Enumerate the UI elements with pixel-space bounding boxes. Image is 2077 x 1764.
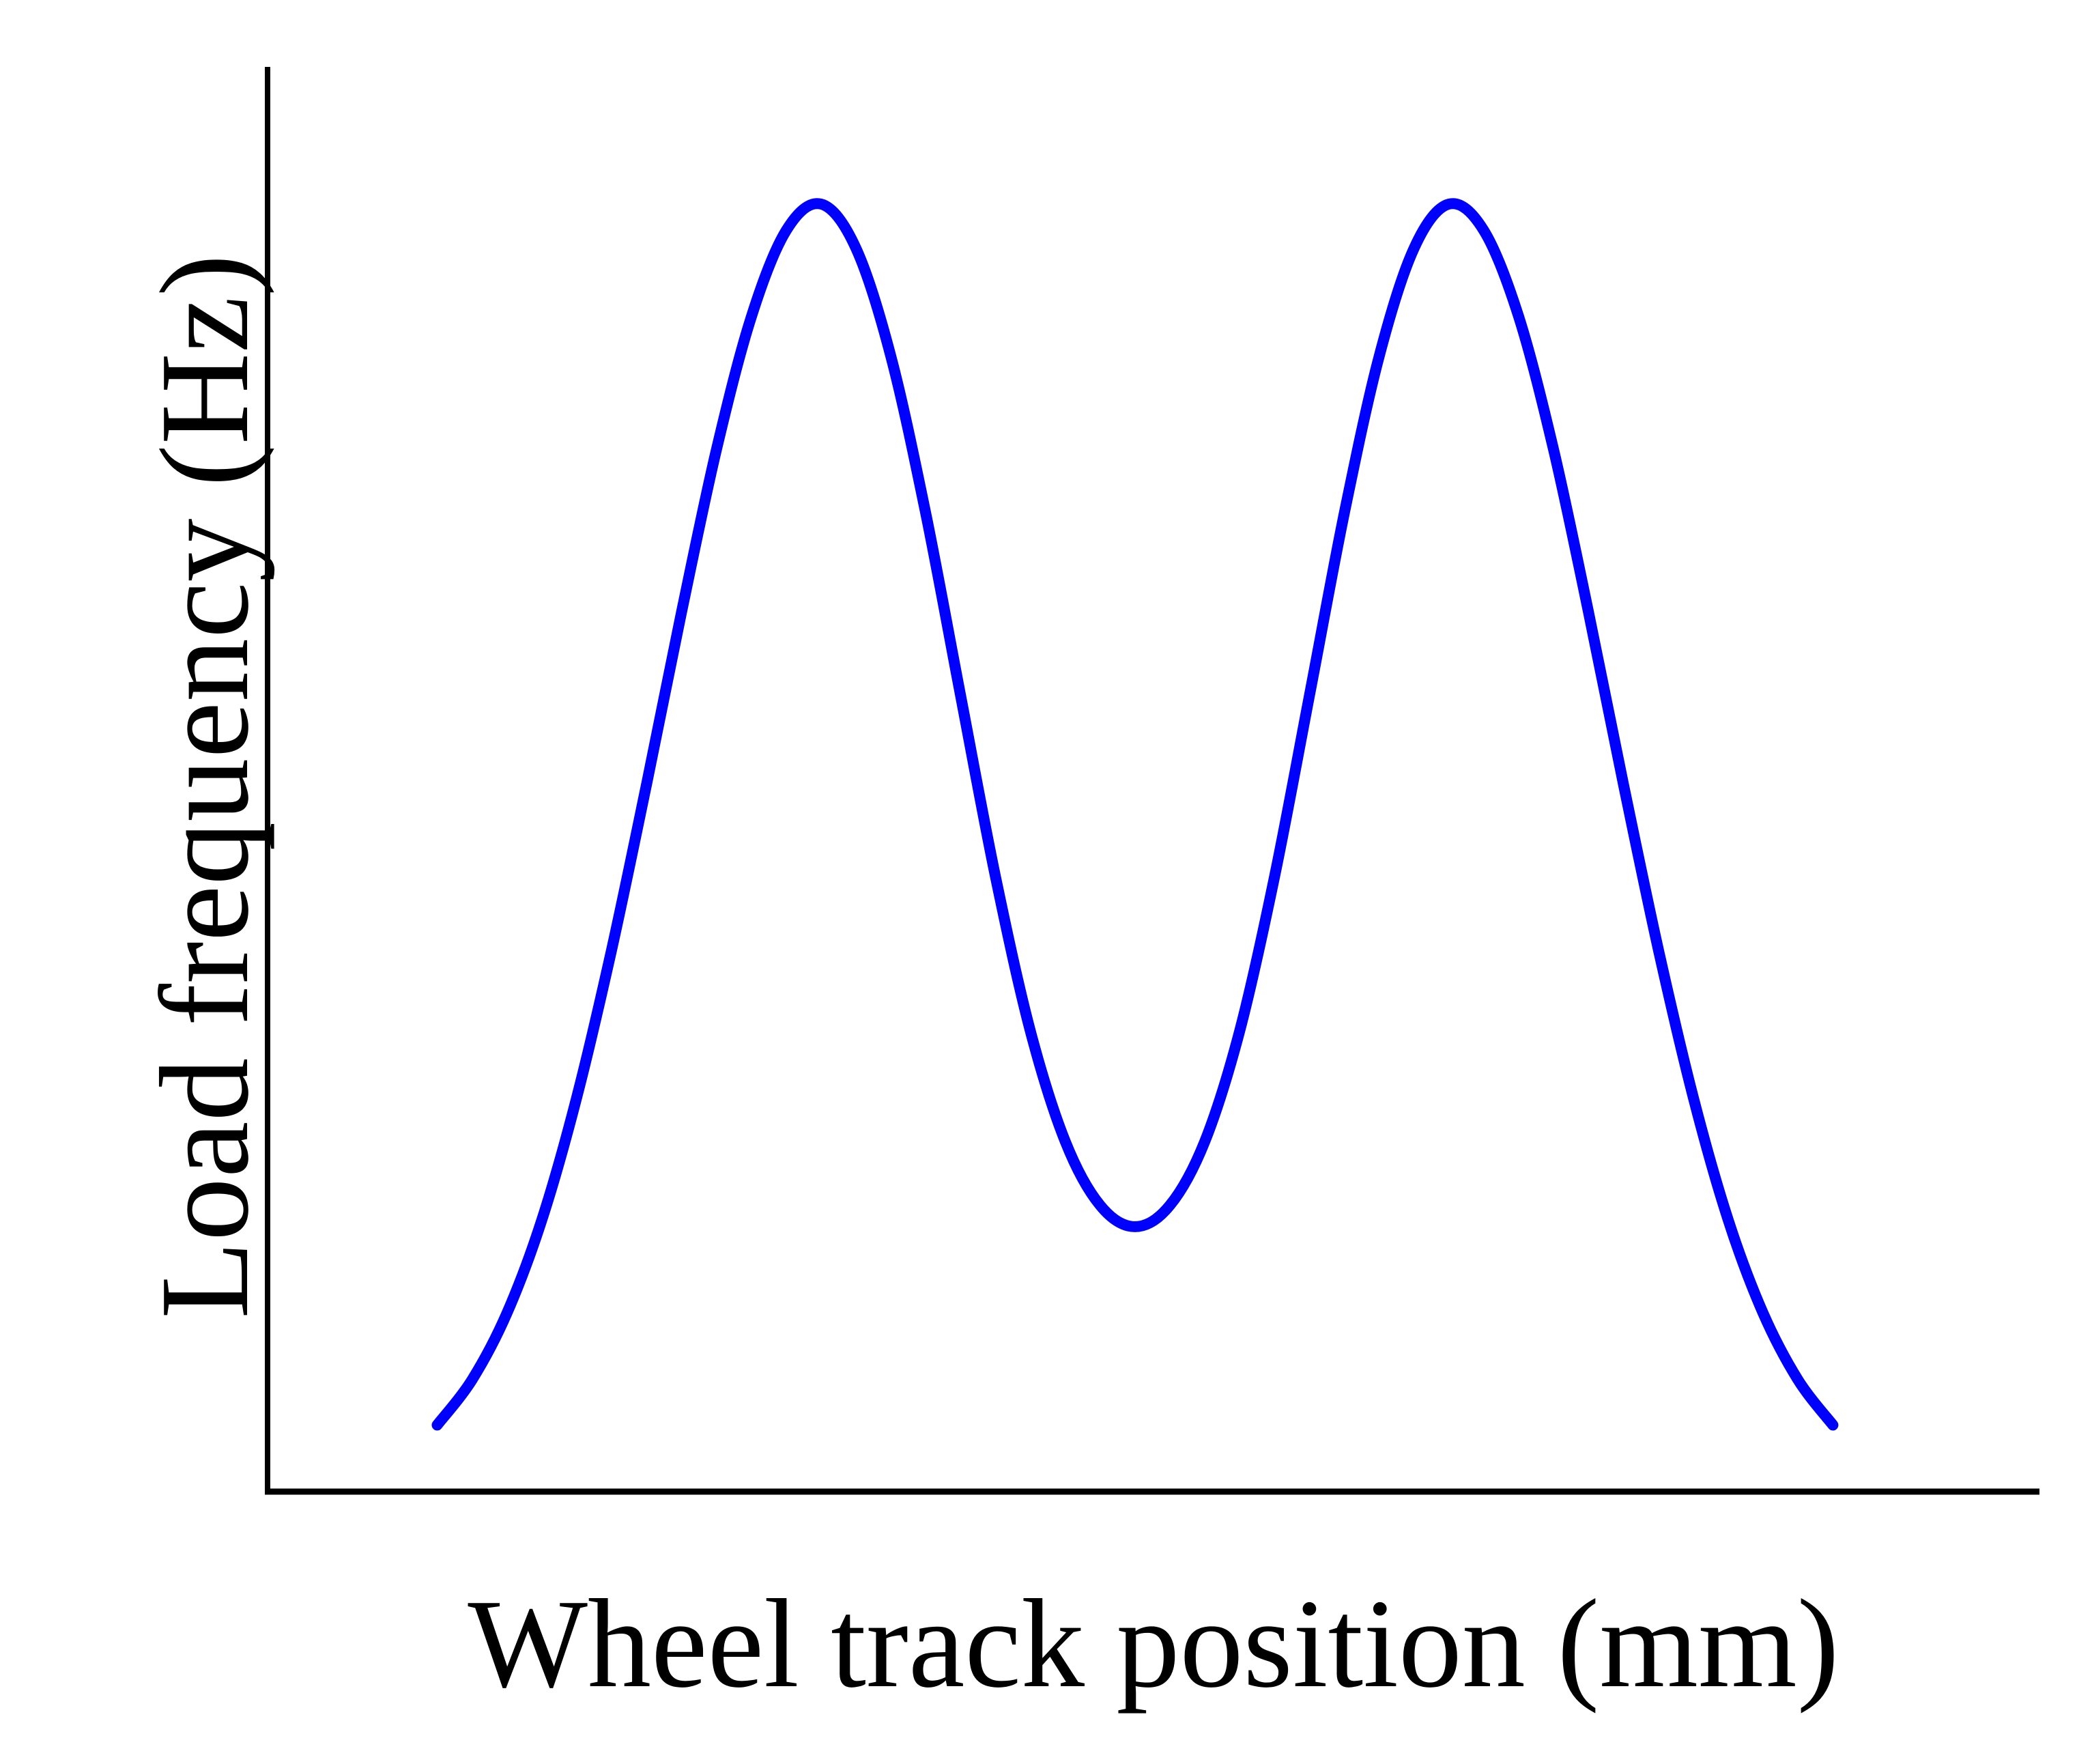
series-line-0 [431, 198, 1839, 1431]
x-axis-label: Wheel track position (mm) [468, 1574, 1839, 1714]
plot-area [431, 198, 1839, 1431]
y-axis-label: Load frequency (Hz) [134, 254, 275, 1318]
